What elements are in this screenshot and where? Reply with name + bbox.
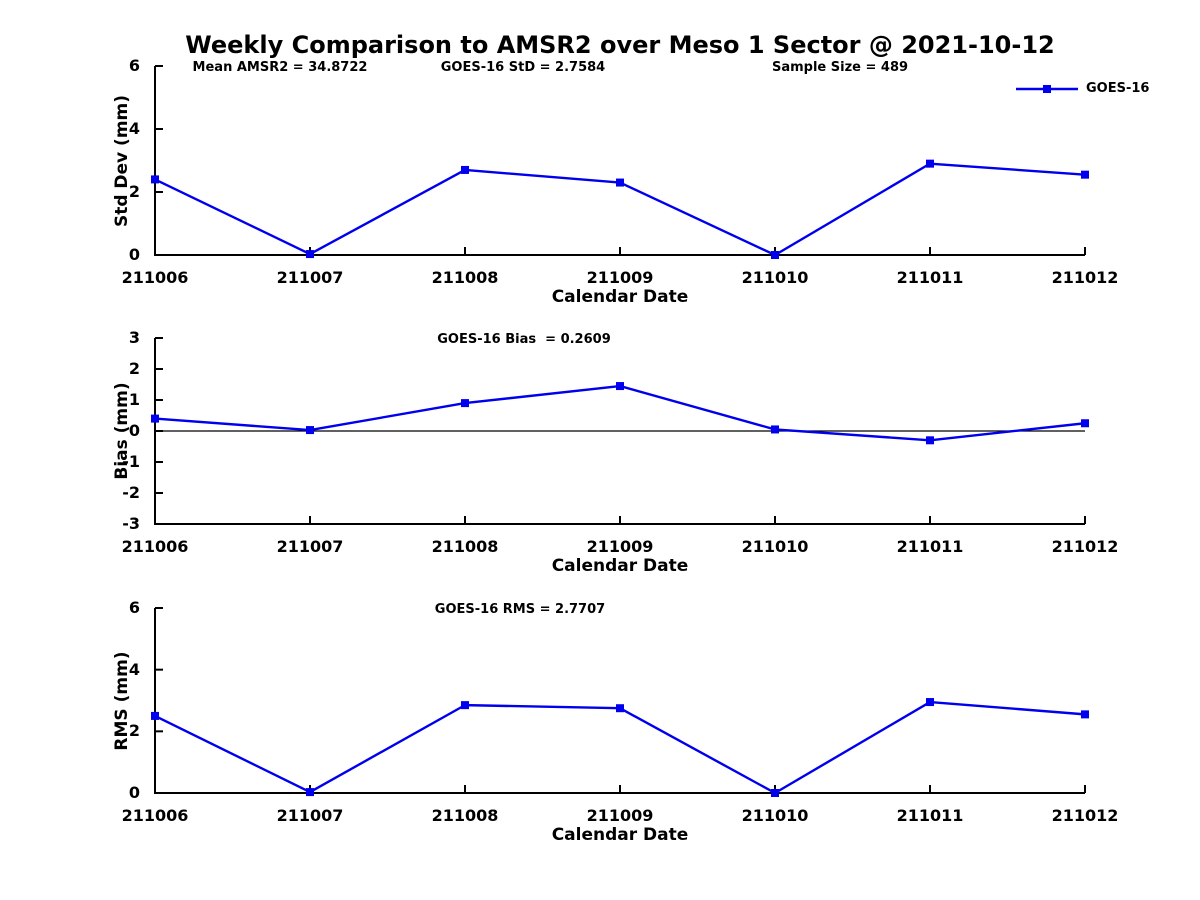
series-line (154, 384, 1086, 442)
y-tick-label: 2 (128, 182, 140, 201)
data-point-marker (1081, 170, 1089, 179)
data-point-marker (616, 704, 624, 713)
stat-annotation: GOES-16 StD = 2.7584 (440, 60, 606, 75)
y-axis-label: Std Dev (mm) (112, 94, 132, 227)
data-point-marker (771, 789, 779, 797)
y-tick-label: 0 (128, 783, 140, 802)
data-point-marker (461, 165, 469, 174)
x-tick-label: 211010 (741, 806, 809, 825)
data-point-marker (306, 788, 314, 797)
legend-line-icon (1016, 85, 1078, 93)
series-line (154, 700, 1086, 795)
y-tick-label: 4 (128, 119, 140, 138)
y-tick-label: 6 (128, 56, 140, 75)
stat-annotation: GOES-16 RMS = 2.7707 (434, 602, 606, 617)
x-tick-label: 211011 (896, 268, 964, 287)
axis-spines (154, 66, 1085, 256)
y-tick-label: 2 (128, 721, 140, 741)
y-tick-label: 1 (128, 390, 140, 409)
x-tick-label: 211009 (586, 537, 654, 556)
stat-annotation: GOES-16 Bias = 0.2609 (437, 332, 611, 347)
y-tick-label: 6 (128, 598, 140, 617)
y-tick-label: 3 (128, 328, 140, 347)
data-point-marker (461, 701, 469, 710)
y-tick-label: 0 (128, 245, 140, 264)
x-tick-label: 211006 (121, 537, 189, 556)
data-point-marker (306, 426, 314, 435)
x-tick-label: 211012 (1051, 268, 1119, 287)
x-tick-label: 211008 (431, 806, 499, 825)
data-point-marker (1081, 419, 1089, 428)
y-axis-label: Bias (mm) (112, 382, 132, 480)
data-point-marker (616, 382, 624, 391)
x-tick-label: 211007 (276, 537, 344, 556)
data-point-marker (1081, 710, 1089, 719)
data-point-marker (306, 250, 314, 259)
y-tick-label: -2 (122, 483, 140, 502)
x-axis-label: Calendar Date (551, 556, 689, 576)
series-line (154, 162, 1086, 257)
x-tick-label: 211012 (1051, 537, 1119, 556)
data-point-marker (926, 698, 934, 707)
y-axis-label: RMS (mm) (112, 650, 132, 751)
data-point-marker (926, 436, 934, 445)
y-tick-label: -1 (122, 452, 140, 471)
data-point-marker (151, 414, 159, 423)
stat-annotation: Mean AMSR2 = 34.8722 (192, 60, 368, 75)
y-tick-label: 0 (128, 421, 140, 440)
data-point-marker (461, 399, 469, 408)
x-tick-label: 211007 (276, 268, 344, 287)
legend-label: GOES-16 (1086, 81, 1150, 96)
x-tick-label: 211011 (896, 537, 964, 556)
x-tick-label: 211008 (431, 537, 499, 556)
legend-marker-icon (1043, 85, 1051, 93)
x-tick-label: 211009 (586, 268, 654, 287)
y-tick-label: -3 (122, 514, 140, 533)
x-axis-label: Calendar Date (551, 287, 689, 307)
x-tick-label: 211006 (121, 268, 189, 287)
x-axis-label: Calendar Date (551, 825, 689, 845)
x-tick-label: 211010 (741, 537, 809, 556)
y-tick-label: 2 (128, 359, 140, 378)
x-tick-label: 211011 (896, 806, 964, 825)
data-point-marker (926, 159, 934, 168)
data-point-marker (771, 251, 779, 259)
x-tick-label: 211007 (276, 806, 344, 825)
x-tick-label: 211008 (431, 268, 499, 287)
data-point-marker (616, 178, 624, 187)
axis-spines (154, 608, 1085, 794)
legend: GOES-16 (1016, 81, 1149, 97)
data-point-marker (151, 175, 159, 184)
x-tick-label: 211009 (586, 806, 654, 825)
data-point-marker (151, 711, 159, 720)
x-tick-label: 211012 (1051, 806, 1119, 825)
x-tick-label: 211010 (741, 268, 809, 287)
x-tick-label: 211006 (121, 806, 189, 825)
page-title: Weekly Comparison to AMSR2 over Meso 1 S… (185, 31, 1055, 59)
y-tick-label: 4 (128, 659, 140, 679)
data-point-marker (771, 425, 779, 434)
stat-annotation: Sample Size = 489 (771, 60, 909, 75)
